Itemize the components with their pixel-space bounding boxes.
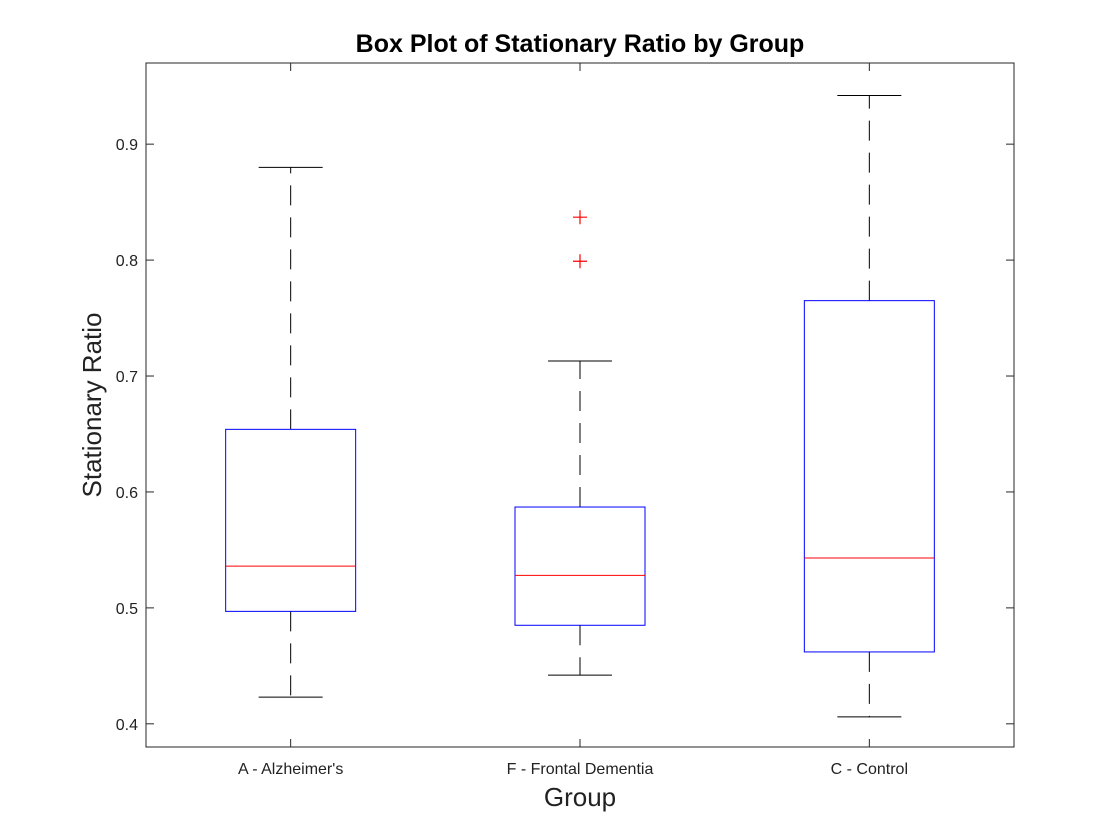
y-tick-label: 0.6 [116,485,138,502]
y-tick-label: 0.4 [116,717,138,734]
plot-area: 0.4 0.5 0.6 0.7 0.8 0.9 A - Alzheimer's F - Fro… [116,62,1015,778]
iqr-box [514,506,646,626]
y-tick-label: 0.9 [116,137,138,154]
chart-title: Box Plot of Stationary Ratio by Group [356,30,805,58]
outlier-marker [573,254,587,269]
iqr-box [803,300,935,653]
x-tick-label: A - Alzheimer's [238,761,343,778]
outlier-marker [573,210,587,225]
x-axis-label: Group [544,782,616,812]
x-tick-label: C - Control [831,761,908,778]
iqr-box [225,428,357,612]
x-tick-label: F - Frontal Dementia [507,761,654,778]
y-axis-label: Stationary Ratio [77,313,107,498]
y-tick-label: 0.8 [116,253,138,270]
y-tick-label: 0.5 [116,601,138,618]
y-tick-label: 0.7 [116,369,138,386]
